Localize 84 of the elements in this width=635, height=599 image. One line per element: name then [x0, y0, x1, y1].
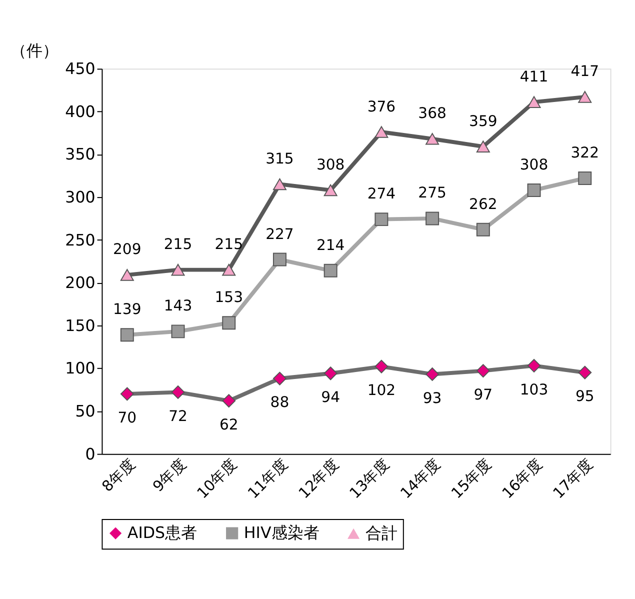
- point: [578, 91, 592, 103]
- point: [476, 140, 490, 152]
- y-tick-label: 0: [85, 444, 96, 464]
- x-tick-label: 13年度: [346, 455, 394, 502]
- data-label: 376: [367, 98, 396, 116]
- data-label: 411: [520, 68, 548, 86]
- point: [120, 269, 134, 281]
- y-tick-label: 100: [65, 358, 96, 378]
- point: [324, 184, 338, 196]
- data-label: 275: [418, 184, 446, 202]
- y-tick-label: 150: [65, 316, 96, 335]
- x-tick-label: 8年度: [98, 455, 139, 496]
- point: [374, 360, 388, 374]
- y-tick-label: 450: [65, 59, 96, 78]
- y-tick-label: 200: [65, 273, 96, 292]
- data-label: 227: [266, 226, 294, 243]
- data-label: 308: [316, 156, 345, 174]
- point: [426, 132, 440, 145]
- data-label: 97: [474, 386, 493, 404]
- point: [527, 96, 541, 108]
- legend-label: AIDS患者: [127, 523, 198, 542]
- point: [426, 367, 440, 381]
- x-tick-label: 9年度: [150, 455, 190, 496]
- x-tick-label: 16年度: [499, 455, 546, 502]
- data-label: 94: [321, 389, 340, 406]
- point: [171, 385, 185, 399]
- point: [222, 394, 236, 408]
- point: [272, 252, 286, 266]
- data-label: 214: [316, 236, 345, 254]
- x-tick-label: 11年度: [244, 455, 292, 502]
- point: [426, 212, 440, 226]
- data-label: 72: [168, 408, 188, 425]
- x-tick-label: 12年度: [296, 455, 342, 502]
- data-label: 209: [113, 241, 142, 258]
- point: [171, 324, 185, 338]
- x-tick-label: 17年度: [550, 455, 597, 502]
- point: [374, 126, 388, 138]
- data-label: 153: [214, 289, 243, 306]
- data-label: 308: [520, 156, 548, 174]
- data-label: 62: [219, 416, 238, 434]
- legend-label: HIV感染者: [244, 523, 320, 542]
- y-tick-label: 250: [65, 230, 96, 250]
- point: [272, 372, 286, 386]
- point: [578, 366, 592, 380]
- data-label: 215: [164, 236, 192, 254]
- data-label: 103: [520, 381, 548, 398]
- data-label: 417: [570, 63, 600, 80]
- point: [578, 171, 592, 185]
- data-label: 70: [118, 410, 137, 427]
- y-tick-label: 400: [65, 102, 96, 121]
- point: [222, 264, 236, 276]
- x-tick-label: 15年度: [448, 455, 495, 502]
- x-tick-label: 14年度: [397, 455, 444, 502]
- point: [476, 364, 490, 378]
- y-tick-label: 50: [75, 401, 96, 420]
- point: [324, 264, 338, 278]
- data-label: 95: [575, 388, 594, 406]
- point: [527, 183, 541, 197]
- point: [272, 178, 286, 190]
- y-axis-title: （件）: [10, 40, 58, 60]
- y-tick-label: 350: [65, 144, 96, 164]
- point: [222, 316, 236, 330]
- data-label: 359: [469, 112, 498, 130]
- data-label: 322: [570, 144, 600, 162]
- data-label: 262: [469, 196, 498, 213]
- point: [527, 358, 541, 372]
- y-tick-label: 300: [65, 187, 96, 206]
- point: [120, 328, 134, 342]
- legend-label: 合計: [365, 524, 398, 543]
- data-label: 139: [113, 301, 142, 318]
- data-label: 274: [367, 186, 396, 203]
- data-label: 368: [418, 105, 446, 122]
- data-label: 143: [164, 298, 192, 315]
- data-label: 315: [266, 150, 294, 168]
- data-label: 215: [214, 236, 243, 254]
- data-label: 93: [422, 390, 442, 407]
- data-label: 102: [367, 382, 396, 400]
- point: [476, 222, 490, 236]
- point: [120, 387, 134, 401]
- point: [374, 212, 388, 226]
- data-label: 88: [270, 394, 290, 412]
- x-tick-label: 10年度: [194, 455, 241, 502]
- point: [171, 264, 185, 276]
- point: [324, 366, 338, 380]
